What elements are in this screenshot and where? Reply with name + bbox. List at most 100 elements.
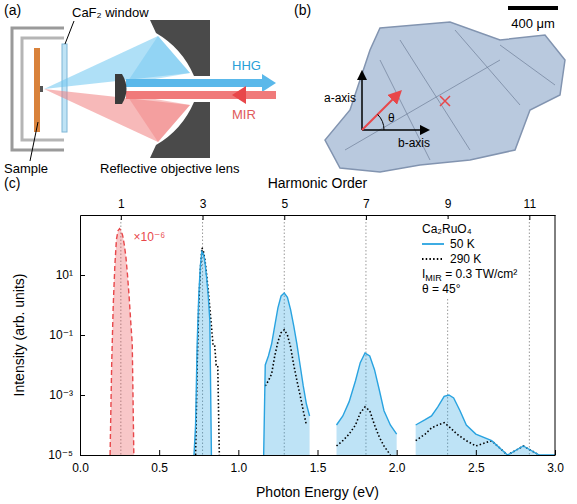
x2-tick-mark [284,215,285,220]
x2-axis-title: Harmonic Order [268,175,368,191]
grid [121,215,529,455]
x2-tick-label: 1 [118,197,125,211]
legend-note: θ = 45° [422,282,461,296]
window-leader [65,21,74,44]
x2-tick: 9 [445,197,452,220]
panel-a: (a)CaF₂ windowSampleReflective objective… [4,2,276,176]
crystal [325,22,565,172]
y-axis-title: Intensity (arb. units) [11,274,27,397]
panel-label: (c) [4,175,20,191]
x-tick: 1.5 [310,450,327,475]
x2-tick-label: 11 [524,197,537,211]
sample-label: Sample [4,161,48,176]
panel-label: (a) [4,2,21,18]
x-tick-mark [476,450,477,455]
x-tick-label: 1.0 [230,461,247,475]
y-tick: 10⁻¹ [49,328,85,342]
figure: (a)CaF₂ windowSampleReflective objective… [0,0,577,504]
scale-bar [508,6,558,10]
x2-tick-mark [203,215,204,220]
a-axis-label: a-axis [324,91,356,105]
sample-leader [30,122,38,161]
x-tick: 1.0 [230,450,247,475]
primary-mirror-top [150,20,210,76]
series-area [110,229,134,455]
window [62,44,67,132]
primary-mirror-bottom [150,102,210,158]
a-axis-arrow [361,72,363,130]
cryostat-outer [12,28,64,150]
window-label: CaF₂ window [72,5,149,20]
y-tick: 10⁻⁵ [48,448,85,462]
x2-tick: 5 [281,197,288,220]
grid-line [529,215,530,455]
y-tick: 10¹ [56,268,85,282]
crystal-crack [345,60,500,150]
x-tick-mark [238,450,239,455]
y-axis: 10⁻⁵ 10⁻³ 10⁻¹ 10¹ [48,216,85,463]
x2-tick-mark [366,215,367,220]
x2-tick: 1 [118,197,125,220]
x-tick-label: 2.0 [389,461,406,475]
hhg-beam [126,79,262,87]
x-tick-label: 0.0 [72,461,89,475]
axis-line [81,455,556,456]
y-tick: 10⁻³ [49,388,85,402]
legend-label: 290 K [450,252,481,266]
legend-background [418,219,521,299]
x2-tick-label: 7 [363,197,370,211]
x2-tick: 7 [363,197,370,220]
x-tick: 2.5 [468,450,485,475]
y-tick-mark [80,455,85,456]
x2-tick-mark [121,215,122,220]
legend: Ca₂RuO₄50 K290 KIMIR = 0.3 TW/cm²θ = 45° [418,219,521,299]
b-axis-label: b-axis [398,136,430,150]
angle-label: θ [388,111,395,125]
x-tick-label: 0.5 [151,461,168,475]
y-tick-mark [80,275,85,276]
x-tick-mark [318,450,319,455]
scale-annotation: ×10⁻⁶ [134,230,166,244]
crystal-crack [500,45,555,85]
legend-label: 50 K [450,237,475,251]
y-tick-label: 10⁻³ [49,388,73,402]
frame-right [555,215,556,455]
x2-axis: 1 3 5 7 9 11 [81,197,556,220]
mir-arrow [232,86,246,104]
x-tick: 2.0 [389,450,406,475]
x-tick-label: 1.5 [310,461,327,475]
x-tick-label: 3.0 [547,461,564,475]
x-axis-title: Photon Energy (eV) [256,484,379,500]
axis-line [81,215,556,216]
angle-arc [378,114,384,130]
scale-bar-label: 400 μm [511,16,555,31]
series-line [196,248,540,455]
y-tick-label: 10¹ [56,268,73,282]
x2-tick: 11 [524,197,537,220]
polarization-arrow [362,92,400,130]
y-tick-mark [80,395,85,396]
mir-beam [126,91,276,99]
legend-swatch [422,243,444,245]
sample [40,86,43,92]
mir-label: MIR [232,107,256,122]
x2-tick-label: 9 [445,197,452,211]
panel-b: (b) 400 μm a-axis b-axisθ [294,2,565,172]
x2-tick-label: 5 [281,197,288,211]
panel-label: (b) [294,2,311,18]
crystal-crack [380,60,430,160]
x2-tick: 3 [200,197,207,220]
y-tick-mark [80,335,85,336]
x-tick: 3.0 [547,450,564,475]
y-tick-label: 10⁻¹ [49,328,73,342]
x-tick-mark [397,450,398,455]
sample-holder [34,48,40,132]
x-tick: 0.5 [151,450,168,475]
crystal-crack [400,40,470,150]
spot-mark [440,96,450,106]
x2-tick-mark [529,215,530,220]
x-axis: 0.0 0.5 1.0 1.5 2.0 2.5 3.0 [72,450,564,475]
note-text: θ = 45° [422,282,461,296]
x2-tick-label: 3 [200,197,207,211]
legend-title: Ca₂RuO₄ [422,222,472,236]
